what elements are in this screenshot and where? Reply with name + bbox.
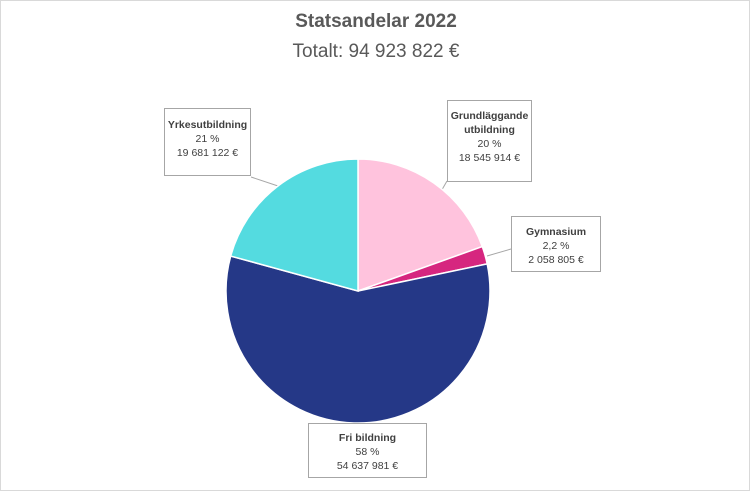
data-label-name: Fri bildning: [338, 432, 397, 444]
data-label-amount: 2 058 805 €: [528, 254, 584, 266]
chart-title: Statsandelar 2022: [295, 11, 457, 32]
pie-slice-fri-bildning: [225, 255, 491, 424]
data-label-fri-bildning: Fri bildning 58 % 54 637 981 €: [308, 423, 427, 478]
data-label-amount: 19 681 122 €: [176, 147, 239, 159]
data-label-grundlaggande: Grundläggande utbildning 20 % 18 545 914…: [447, 100, 532, 182]
data-label-percent: 58 %: [355, 446, 380, 458]
data-label-percent: 20 %: [477, 138, 502, 150]
data-label-percent: 21 %: [195, 133, 220, 145]
data-label-percent: 2,2 %: [542, 240, 570, 252]
pie-slice-grundlaggande: [357, 158, 484, 293]
data-label-name: Yrkesutbildning: [167, 119, 248, 131]
data-label-gymnasium: Gymnasium 2,2 % 2 058 805 €: [511, 216, 601, 272]
pie-slices: [225, 158, 491, 424]
pie-slice-yrkesutbildning: [229, 158, 359, 292]
data-label-name: Grundläggande utbildning: [450, 110, 529, 136]
chart-subtitle: Totalt: 94 923 822 €: [292, 41, 460, 62]
data-label-name: Gymnasium: [525, 226, 587, 238]
data-label-amount: 18 545 914 €: [458, 152, 521, 164]
data-label-yrkesutbildning: Yrkesutbildning 21 % 19 681 122 €: [164, 108, 251, 176]
leader-line-gymnasium: [486, 248, 512, 257]
data-label-amount: 54 637 981 €: [336, 460, 399, 472]
